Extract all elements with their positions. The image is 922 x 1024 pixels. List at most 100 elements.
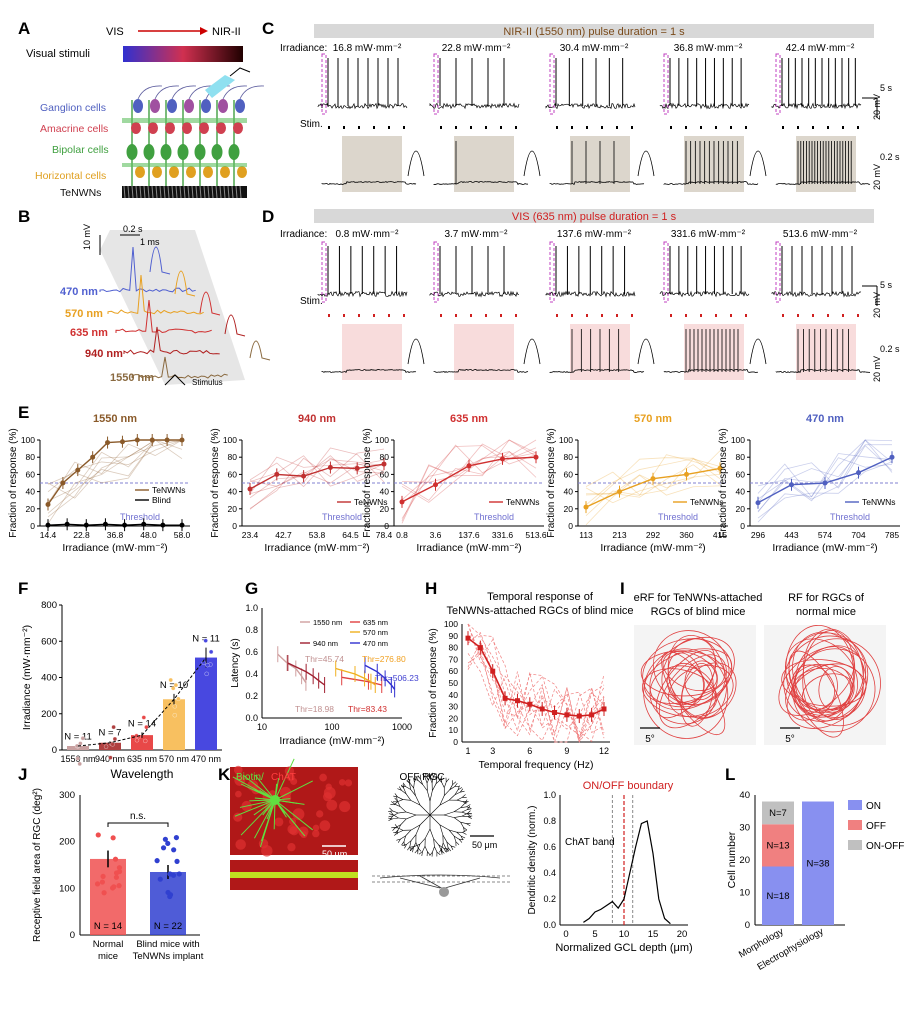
g-ytick-label: 0.2 <box>245 691 258 701</box>
g-series-3 <box>335 667 376 686</box>
e-ytick-label: 40 <box>564 487 574 497</box>
h-individual-trace <box>467 623 605 739</box>
e-ylabel: Fraction of response (%) <box>210 428 221 538</box>
stim-tick <box>515 126 517 129</box>
h-title-1: Temporal response of <box>487 591 594 603</box>
bipolar-cell <box>228 144 240 160</box>
e-individual-trace <box>249 455 385 499</box>
k-density-curve <box>583 820 671 925</box>
e-xtick-label: 58.0 <box>174 530 191 540</box>
dendrite-branch <box>436 774 440 779</box>
d-irradiance-label: Irradiance: <box>280 229 327 240</box>
nanowire <box>159 185 162 199</box>
response-trace <box>321 181 417 185</box>
dendrite-branch <box>426 777 430 784</box>
horizontal-cell <box>203 166 213 178</box>
axon <box>239 85 265 100</box>
b-stimulus-label: Stimulus <box>192 378 223 387</box>
dendrite-branch <box>448 829 455 837</box>
b-trace-2 <box>115 299 212 334</box>
e-ytick-label: 20 <box>228 504 238 514</box>
e-chart-E-470: 470 nm 0 20 40 60 80 100 296 443 574 704 785 Fractio… <box>718 413 900 554</box>
dendrite-branch <box>422 784 428 792</box>
k-ytick-label: 0.4 <box>543 868 556 878</box>
amacrine-cell <box>233 122 243 134</box>
ganglion-cell <box>218 99 228 113</box>
j-ytick-label: 200 <box>59 837 75 848</box>
h-xtick-label: 3 <box>490 746 495 756</box>
e-ytick-label: 80 <box>26 452 36 462</box>
k-side-tree <box>372 874 510 897</box>
dendrite-branch <box>397 801 401 807</box>
b-wl-635: 635 nm <box>70 327 108 339</box>
e-mean-line-Blind <box>47 523 182 526</box>
retina-illustration <box>122 67 265 199</box>
rf-ellipse <box>658 654 727 729</box>
dendrite-branch <box>413 777 415 783</box>
dendrite <box>239 799 276 808</box>
e-xtick-label: 213 <box>612 530 626 540</box>
chat-cell <box>339 800 351 813</box>
j-dot <box>99 879 106 885</box>
b-scale-volt: 10 mV <box>82 224 92 250</box>
g-ytick-label: 0.0 <box>245 713 258 723</box>
dendrite-branch <box>462 832 467 835</box>
k-xlabel: Normalized GCL depth (μm) <box>555 942 692 954</box>
dendrite-branch <box>401 841 405 846</box>
nanowire <box>219 185 222 199</box>
dendrite-branch <box>410 834 417 841</box>
rf-ellipse <box>667 635 727 719</box>
e-individual-trace <box>757 453 893 523</box>
h-ytick-label: 20 <box>449 713 459 723</box>
d-banner-bg <box>314 209 874 223</box>
dendrite-branch <box>404 844 407 849</box>
response-shade <box>342 136 402 192</box>
h-individual-trace <box>467 636 605 743</box>
nanowire <box>179 185 182 199</box>
h-ytick-label: 50 <box>449 678 459 688</box>
panel-j: J 0 100 200 300 Receptive field area of RGC … <box>18 765 204 962</box>
k-scale-2: 50 μm <box>472 840 497 850</box>
nanowire <box>227 185 230 199</box>
dendrite-branch <box>424 777 428 784</box>
g-threshold-annotation: Thr=45.74 <box>305 654 344 664</box>
dendrite-branch <box>399 806 407 813</box>
stim-tick <box>797 314 799 317</box>
e-ylabel: Fraction of response (%) <box>718 428 729 538</box>
dendrite-branch <box>460 790 465 793</box>
k-ytick-label: 0.6 <box>543 842 556 852</box>
c-irr-1: 22.8 mW·mm⁻² <box>442 43 511 54</box>
e-xtick-label: 704 <box>851 530 865 540</box>
chat-cell <box>290 777 298 785</box>
bipolar-cell <box>194 144 206 160</box>
g-threshold-annotation: Thr=18.98 <box>295 704 334 714</box>
e-ytick-label: 0 <box>740 521 745 531</box>
j-dot <box>116 883 122 889</box>
nanowire <box>163 185 166 199</box>
rf-ellipse <box>786 663 864 729</box>
rf-ellipse <box>661 638 716 706</box>
l-bar-ON <box>762 866 794 925</box>
rf-ellipse <box>662 651 718 691</box>
e-ytick-label: 80 <box>380 452 390 462</box>
dendrite-branch <box>432 783 437 791</box>
dendrite-branch <box>394 824 398 829</box>
e-xtick-label: 3.6 <box>430 530 442 540</box>
e-individual-trace <box>249 455 385 487</box>
rf-ellipse <box>642 638 733 708</box>
nanowire <box>215 185 218 199</box>
dendrite-branch <box>398 786 402 791</box>
stim-tick <box>343 126 345 129</box>
e-mean-line-TeNWNs <box>47 439 182 505</box>
dendrite-branch <box>453 807 461 813</box>
h-individual-trace <box>467 623 605 742</box>
b-wl-570: 570 nm <box>65 308 103 320</box>
dendrite-branch <box>466 823 471 826</box>
k-xtick-label: 5 <box>592 929 597 940</box>
stim-marker <box>663 241 669 303</box>
response-trace <box>775 181 871 185</box>
dendrite-branch <box>466 804 471 808</box>
dendrite-branch <box>429 814 441 826</box>
dendrite-branch <box>418 780 423 785</box>
dendrite-branch <box>394 803 401 807</box>
